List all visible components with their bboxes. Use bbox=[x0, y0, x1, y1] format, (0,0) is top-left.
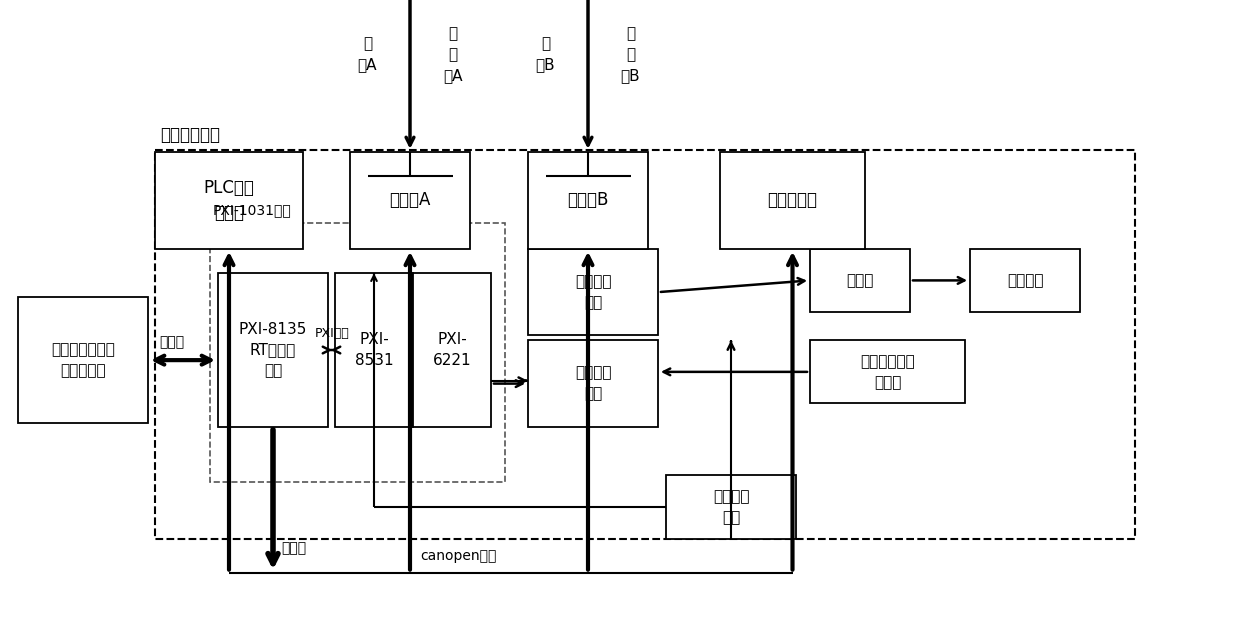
Text: 驱动器A: 驱动器A bbox=[389, 192, 430, 209]
Text: 伺服阀: 伺服阀 bbox=[847, 273, 874, 288]
Text: 伺服控制机柜: 伺服控制机柜 bbox=[160, 126, 219, 143]
Bar bbox=[155, 150, 1135, 538]
Text: PLC油源
控制器: PLC油源 控制器 bbox=[203, 179, 254, 222]
Bar bbox=[508, 10, 583, 99]
Bar bbox=[593, 10, 668, 99]
Text: PXI总线: PXI总线 bbox=[315, 327, 350, 341]
Text: 功率放大
模块: 功率放大 模块 bbox=[575, 274, 611, 310]
Text: 交流稳压
电源: 交流稳压 电源 bbox=[713, 489, 749, 525]
Text: 编
码
器A: 编 码 器A bbox=[443, 26, 463, 83]
Bar bbox=[413, 273, 491, 427]
Text: 电
机A: 电 机A bbox=[358, 36, 377, 73]
Text: 驱动器B: 驱动器B bbox=[568, 192, 609, 209]
Bar bbox=[19, 297, 148, 423]
Bar bbox=[810, 341, 965, 403]
Text: 摇摆控制器: 摇摆控制器 bbox=[768, 192, 817, 209]
Text: 电
机B: 电 机B bbox=[536, 36, 556, 73]
Bar bbox=[528, 341, 658, 427]
Bar bbox=[810, 249, 910, 312]
Text: 旋变式角位移
传感器: 旋变式角位移 传感器 bbox=[861, 354, 915, 390]
Bar bbox=[970, 249, 1080, 312]
Bar bbox=[528, 249, 658, 336]
Bar bbox=[528, 151, 649, 249]
Text: 笔记本或计算机
（上位机）: 笔记本或计算机 （上位机） bbox=[51, 342, 115, 378]
Bar bbox=[155, 151, 303, 249]
Bar bbox=[350, 151, 470, 249]
Text: 信号调理
模块: 信号调理 模块 bbox=[575, 366, 611, 402]
Bar bbox=[666, 476, 796, 538]
Text: canopen总线: canopen总线 bbox=[420, 549, 496, 563]
Text: 以太网: 以太网 bbox=[281, 541, 306, 555]
Text: PXI-8135
RT伺服控
制器: PXI-8135 RT伺服控 制器 bbox=[239, 322, 308, 379]
Text: 双摆动缸: 双摆动缸 bbox=[1007, 273, 1043, 288]
Text: PXI-
8531: PXI- 8531 bbox=[355, 332, 393, 368]
Bar bbox=[415, 10, 490, 99]
Text: PXI-1031机箱: PXI-1031机箱 bbox=[213, 203, 291, 217]
Bar bbox=[330, 10, 405, 99]
Bar bbox=[720, 151, 866, 249]
Text: 以太网: 以太网 bbox=[160, 335, 185, 349]
Bar bbox=[210, 223, 505, 482]
Text: PXI-
6221: PXI- 6221 bbox=[433, 332, 471, 368]
Bar bbox=[218, 273, 329, 427]
Text: 编
码
器B: 编 码 器B bbox=[621, 26, 640, 83]
Bar bbox=[335, 273, 413, 427]
